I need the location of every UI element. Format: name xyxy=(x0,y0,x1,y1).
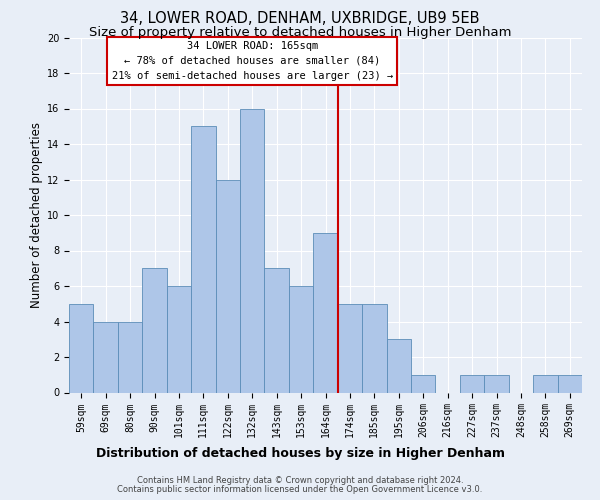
Bar xyxy=(386,339,411,392)
Bar xyxy=(533,375,557,392)
Bar xyxy=(142,268,167,392)
Bar xyxy=(94,322,118,392)
Bar xyxy=(240,108,265,393)
Bar xyxy=(215,180,240,392)
Bar xyxy=(411,375,436,392)
Text: 34 LOWER ROAD: 165sqm
← 78% of detached houses are smaller (84)
21% of semi-deta: 34 LOWER ROAD: 165sqm ← 78% of detached … xyxy=(112,41,393,80)
Bar xyxy=(460,375,484,392)
Text: Contains public sector information licensed under the Open Government Licence v3: Contains public sector information licen… xyxy=(118,485,482,494)
Y-axis label: Number of detached properties: Number of detached properties xyxy=(30,122,43,308)
Bar xyxy=(289,286,313,393)
Bar xyxy=(338,304,362,392)
Bar xyxy=(118,322,142,392)
Text: Distribution of detached houses by size in Higher Denham: Distribution of detached houses by size … xyxy=(95,448,505,460)
Bar xyxy=(484,375,509,392)
Text: Size of property relative to detached houses in Higher Denham: Size of property relative to detached ho… xyxy=(89,26,511,39)
Text: Contains HM Land Registry data © Crown copyright and database right 2024.: Contains HM Land Registry data © Crown c… xyxy=(137,476,463,485)
Text: 34, LOWER ROAD, DENHAM, UXBRIDGE, UB9 5EB: 34, LOWER ROAD, DENHAM, UXBRIDGE, UB9 5E… xyxy=(120,11,480,26)
Bar xyxy=(167,286,191,393)
Bar xyxy=(69,304,94,392)
Bar xyxy=(191,126,215,392)
Bar xyxy=(557,375,582,392)
Bar xyxy=(265,268,289,392)
Bar xyxy=(362,304,386,392)
Bar xyxy=(313,233,338,392)
